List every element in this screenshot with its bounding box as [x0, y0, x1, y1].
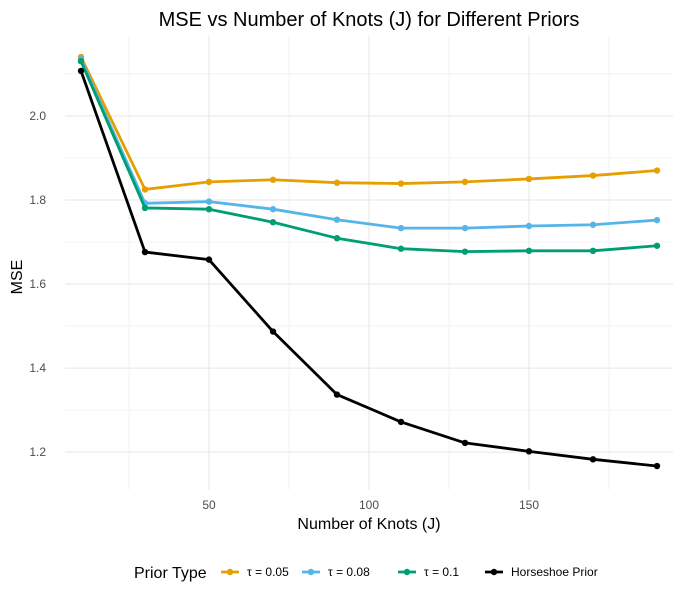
series-point	[461, 224, 469, 232]
series-point	[525, 222, 533, 230]
series-point	[333, 391, 341, 398]
series-point	[205, 198, 213, 205]
series-point	[205, 205, 213, 213]
legend-item: τ = 0.05	[221, 565, 289, 579]
series-point	[141, 204, 149, 212]
series-point	[77, 67, 85, 75]
series-point	[653, 216, 661, 224]
legend-item: Horseshoe Prior	[485, 565, 598, 579]
series-3	[77, 58, 661, 255]
series-point	[397, 180, 405, 187]
series-point	[525, 448, 533, 455]
series-point	[333, 234, 341, 242]
series-point	[653, 242, 661, 249]
series-line	[79, 59, 659, 254]
x-tick-label: 50	[202, 498, 216, 512]
y-tick-label: 1.2	[29, 445, 46, 459]
series-1	[77, 53, 661, 193]
legend-key-point	[226, 568, 234, 576]
series-point	[397, 224, 405, 232]
series-line	[79, 55, 659, 191]
series-point	[205, 178, 213, 186]
series-point	[589, 247, 597, 255]
series-layer	[77, 53, 661, 470]
series-point	[589, 172, 597, 179]
series-point	[269, 219, 277, 226]
legend-label: τ = 0.1	[424, 565, 459, 579]
legend-item: τ = 0.08	[302, 565, 370, 579]
y-tick-label: 2.0	[29, 109, 46, 123]
legend-key-point	[307, 568, 315, 576]
legend-label: Horseshoe Prior	[511, 565, 598, 579]
legend-item: τ = 0.1	[398, 565, 459, 579]
series-point	[461, 178, 469, 186]
x-tick-label: 100	[359, 498, 379, 512]
series-point	[525, 247, 533, 255]
legend-key-point	[403, 568, 411, 576]
grid-major	[65, 36, 673, 490]
chart-title: MSE vs Number of Knots (J) for Different…	[159, 9, 580, 31]
series-point	[333, 179, 341, 186]
series-point	[269, 205, 277, 213]
series-point	[205, 256, 213, 263]
y-tick-label: 1.4	[29, 361, 46, 375]
legend: Prior Type τ = 0.05 τ = 0.08 τ = 0.1 Horses…	[134, 565, 598, 582]
series-point	[269, 328, 277, 335]
series-line	[79, 57, 659, 230]
series-point	[77, 58, 85, 65]
series-point	[461, 439, 469, 447]
y-tick-label: 1.8	[29, 193, 46, 207]
series-point	[653, 462, 661, 470]
series-line	[79, 69, 659, 468]
legend-items: τ = 0.05 τ = 0.08 τ = 0.1 Horseshoe Prior	[221, 565, 598, 579]
legend-label: τ = 0.05	[247, 565, 289, 579]
series-point	[397, 418, 405, 426]
y-tick-label: 1.6	[29, 277, 46, 291]
y-axis-title: MSE	[9, 260, 26, 295]
series-point	[525, 175, 533, 183]
x-tick-label: 150	[519, 498, 539, 512]
series-point	[141, 186, 149, 193]
series-point	[269, 176, 277, 183]
series-point	[653, 167, 661, 174]
series-point	[397, 245, 405, 252]
legend-title: Prior Type	[134, 565, 207, 582]
series-point	[141, 248, 149, 256]
legend-key-point	[490, 568, 498, 576]
y-axis-ticks: 1.2 1.4 1.6 1.8 2.0	[29, 109, 46, 459]
series-point	[589, 456, 597, 463]
series-point	[589, 221, 597, 228]
x-axis-title: Number of Knots (J)	[297, 516, 440, 533]
series-point	[333, 216, 341, 223]
x-axis-ticks: 50 100 150	[202, 498, 539, 512]
series-4	[77, 67, 661, 470]
legend-label: τ = 0.08	[328, 565, 370, 579]
series-point	[461, 248, 469, 255]
